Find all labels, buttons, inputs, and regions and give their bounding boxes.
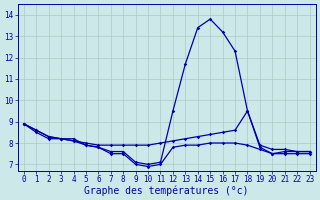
- X-axis label: Graphe des températures (°c): Graphe des températures (°c): [84, 185, 249, 196]
